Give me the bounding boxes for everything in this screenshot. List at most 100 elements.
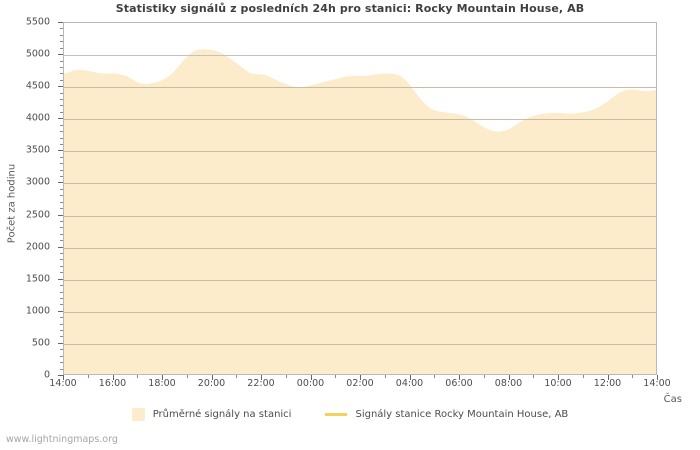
x-axis-minor-tick xyxy=(186,375,188,378)
y-axis-minor-tick xyxy=(60,137,63,139)
y-axis-minor-tick xyxy=(60,253,63,255)
y-axis-tick xyxy=(58,22,63,23)
y-axis-tick xyxy=(58,375,63,376)
y-axis-tick xyxy=(58,86,63,88)
gridline xyxy=(64,183,656,185)
gridline xyxy=(64,247,656,249)
y-axis-minor-tick xyxy=(60,131,63,133)
legend-label-average: Průměrné signály na stanici xyxy=(152,409,292,420)
y-axis-tick-label: 4500 xyxy=(25,80,50,92)
y-axis-minor-tick xyxy=(60,349,63,351)
y-axis-minor-tick xyxy=(60,201,63,203)
y-axis-tick-label: 500 xyxy=(31,337,50,349)
series-area-path xyxy=(64,49,656,374)
x-axis-minor-tick xyxy=(632,375,634,378)
x-axis-tick-label: 06:00 xyxy=(445,378,473,389)
y-axis-minor-tick xyxy=(60,220,63,222)
y-axis-minor-tick xyxy=(60,34,63,36)
y-axis-tick-label: 3000 xyxy=(25,176,50,188)
y-axis-minor-tick xyxy=(60,272,63,274)
y-axis-minor-tick xyxy=(60,105,63,107)
x-axis-tick xyxy=(558,375,559,380)
x-axis-tick xyxy=(112,375,114,380)
gridline xyxy=(64,311,656,313)
y-axis-minor-tick xyxy=(60,233,63,235)
y-axis-minor-tick xyxy=(60,297,63,299)
x-axis-tick xyxy=(261,375,262,380)
y-axis-minor-tick xyxy=(60,66,63,68)
y-axis-minor-tick xyxy=(60,336,63,338)
x-axis-tick xyxy=(63,375,64,380)
y-axis-minor-tick xyxy=(60,188,63,190)
y-axis-tick xyxy=(58,342,63,344)
x-axis-minor-tick xyxy=(434,375,436,378)
y-axis-minor-tick xyxy=(60,362,63,364)
x-axis-tick-label: 10:00 xyxy=(544,378,572,389)
x-axis-tick-label: 00:00 xyxy=(296,378,325,389)
y-axis-tick-label: 1000 xyxy=(25,305,50,317)
x-axis-tick-label: 08:00 xyxy=(494,378,523,389)
y-axis-minor-tick xyxy=(60,323,63,325)
x-axis-minor-tick xyxy=(483,375,485,378)
y-axis-tick xyxy=(58,246,63,248)
legend-item-average: Průměrné signály na stanici xyxy=(131,408,292,421)
y-axis-tick xyxy=(58,182,63,184)
x-axis-tick-label: 02:00 xyxy=(346,378,374,389)
y-axis-minor-tick xyxy=(60,355,63,357)
x-axis-tick-label: 14:00 xyxy=(643,378,671,389)
y-axis-minor-tick xyxy=(60,285,63,287)
y-axis-tick xyxy=(58,310,63,312)
legend-item-station: Signály stanice Rocky Mountain House, AB xyxy=(325,409,568,420)
plot-area xyxy=(63,22,657,375)
y-axis-tick-label: 0 xyxy=(43,369,50,381)
y-axis-tick-label: 5500 xyxy=(25,16,50,28)
x-axis-tick-label: 22:00 xyxy=(247,378,275,389)
legend-line-swatch-icon xyxy=(325,413,348,416)
x-axis-title: Čas xyxy=(663,394,682,405)
x-axis-minor-tick xyxy=(335,375,337,378)
y-axis-minor-tick xyxy=(60,291,63,293)
y-axis-minor-tick xyxy=(60,92,63,94)
x-axis-tick-label: 18:00 xyxy=(148,378,176,389)
y-axis-tick-label: 5000 xyxy=(25,48,50,60)
gridline xyxy=(64,55,656,57)
y-axis-minor-tick xyxy=(60,265,63,267)
y-axis-tick-label: 4000 xyxy=(25,112,50,124)
y-axis-minor-tick xyxy=(60,208,63,210)
y-axis-minor-tick xyxy=(60,73,63,75)
gridline xyxy=(64,151,656,153)
footer-url: www.lightningmaps.org xyxy=(6,434,118,445)
y-axis-minor-tick xyxy=(60,156,63,158)
y-axis-minor-tick xyxy=(60,195,63,197)
y-axis-minor-tick xyxy=(60,124,63,126)
legend-area-swatch-icon xyxy=(131,408,145,421)
legend-label-station: Signály stanice Rocky Mountain House, AB xyxy=(355,409,569,420)
x-axis-tick xyxy=(657,375,658,380)
y-axis-minor-tick xyxy=(60,317,63,319)
series-area-chart xyxy=(64,49,656,374)
x-axis-minor-tick xyxy=(384,375,386,378)
y-axis-minor-tick xyxy=(60,47,63,49)
y-axis-minor-tick xyxy=(60,176,63,178)
x-axis-tick-label: 16:00 xyxy=(98,378,127,389)
y-axis-tick xyxy=(58,150,63,152)
y-axis-minor-tick xyxy=(60,227,63,229)
x-axis-tick xyxy=(508,375,510,380)
y-axis-tick xyxy=(58,278,63,280)
y-axis-minor-tick xyxy=(60,169,63,171)
y-axis-minor-tick xyxy=(60,111,63,113)
gridline xyxy=(64,87,656,89)
y-axis-minor-tick xyxy=(60,368,63,370)
x-axis-minor-tick xyxy=(236,375,238,378)
y-axis-tick-label: 2000 xyxy=(25,241,50,253)
x-axis-minor-tick xyxy=(137,375,139,378)
y-axis-minor-tick xyxy=(60,163,63,165)
x-axis-tick-label: 20:00 xyxy=(197,378,226,389)
y-axis-minor-tick xyxy=(60,41,63,43)
y-axis-minor-tick xyxy=(60,99,63,101)
x-axis-tick xyxy=(162,375,163,380)
y-axis: 0 500 1000 1500 2000 2500 3000 3500 4000 4500 5000… xyxy=(0,0,58,450)
chart-title: Statistiky signálů z posledních 24h pro … xyxy=(115,2,585,15)
gridline xyxy=(64,119,656,121)
y-axis-title: Počet za hodinu xyxy=(6,163,18,244)
